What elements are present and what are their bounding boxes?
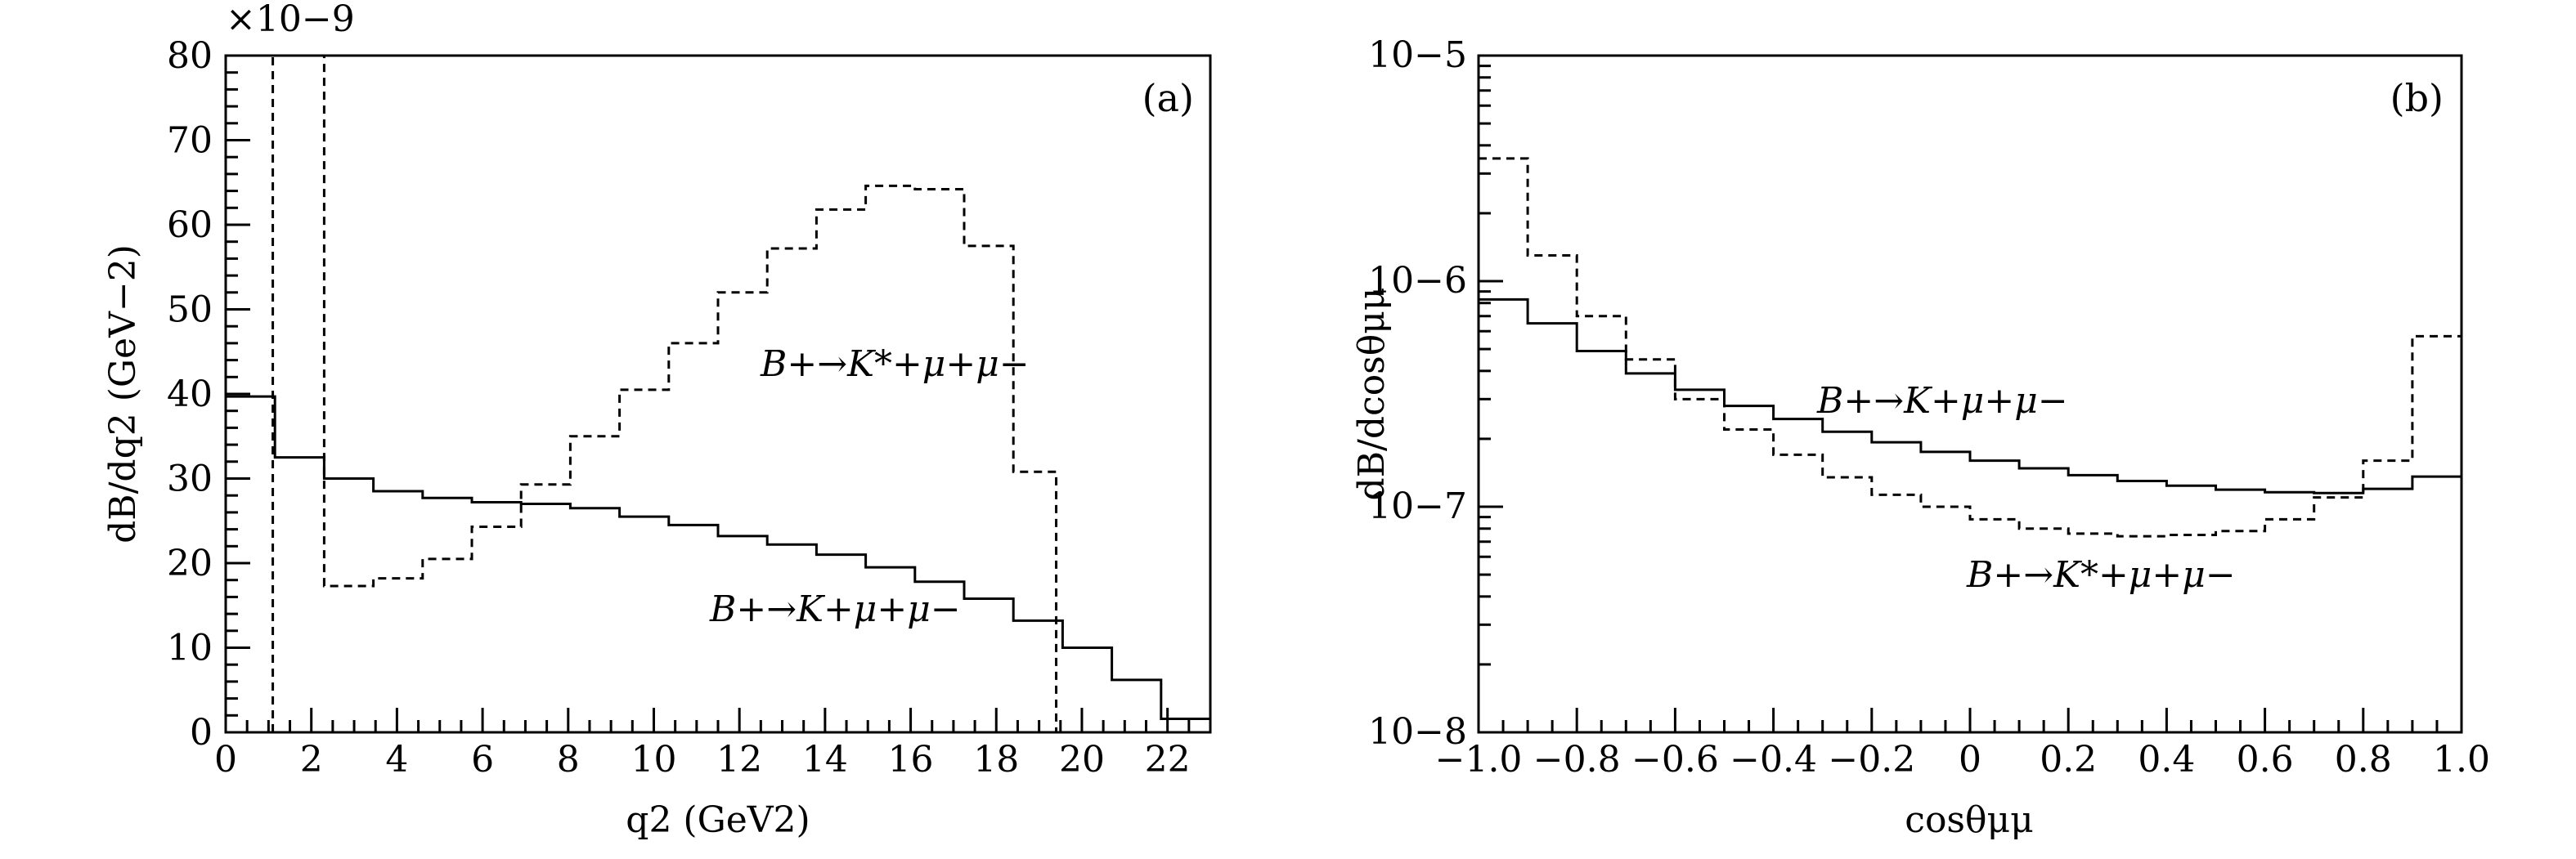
panel-b-series-kstar: [1479, 157, 2462, 538]
panel-b-x-tick-label: −0.8: [1533, 739, 1621, 781]
panel-b-x-tick-label: 0.4: [2138, 739, 2195, 781]
panel-a-y-axis-title: dB/dq2 (GeV−2): [102, 244, 144, 544]
panel-b-x-tick-label: 0: [1959, 739, 1981, 781]
panel-b-x-tick-label: 0.8: [2335, 739, 2392, 781]
panel-b-tick-marks: [1477, 65, 2463, 734]
panel-a-y-tick-label: 30: [167, 459, 213, 500]
panel-a-x-tick-label: 18: [973, 739, 1019, 781]
panel-b-y-axis-title: dB/dcosθμμ: [1351, 288, 1393, 501]
panel-b-annotation-kstar: B+→K*+μ+μ−: [1966, 554, 2236, 596]
panel-b-x-axis-title: cosθμμ: [1905, 799, 2033, 841]
panel-a-y-tick-label: 20: [167, 543, 213, 584]
panel-a-annotation-kstar: B+→K*+μ+μ−: [760, 343, 1030, 385]
panel-b-x-tick-label: −0.4: [1730, 739, 1817, 781]
panel-b-x-tick-label: −0.6: [1631, 739, 1719, 781]
panel-b-annotation-k: B+→K+μ+μ−: [1816, 380, 2068, 422]
panel-b-x-tick-label: 0.2: [2040, 739, 2097, 781]
panel-b-x-tick-label: 0.6: [2237, 739, 2294, 781]
panel-b-label: (b): [2390, 76, 2444, 120]
panel-a-y-tick-label: 10: [167, 628, 213, 669]
panel-a-y-tick-label: 70: [167, 120, 213, 162]
panel-a-tick-marks: [224, 54, 1212, 734]
panel-a-label: (a): [1142, 76, 1194, 120]
panel-a-series-kstar: [272, 54, 1058, 732]
panel-a-exponent-label: ×10−9: [226, 0, 355, 40]
panel-a-y-tick-label: 80: [167, 35, 213, 77]
panel-b-chart: −1.0 −0.8 −0.6 −0.4 −0.2 0 0.2 0.4 0.6 0.8 1.0 10−8…: [1351, 34, 2490, 841]
panel-a-x-tick-label: 8: [557, 739, 580, 781]
panel-a-x-tick-label: 0: [214, 739, 237, 781]
panel-b-x-tick-label: −1.0: [1435, 739, 1523, 781]
panel-a-x-tick-label: 4: [385, 739, 408, 781]
panel-a-annotation-k: B+→K+μ+μ−: [709, 588, 961, 630]
panel-a-x-tick-label: 14: [802, 739, 848, 781]
panel-b-histograms: [1479, 157, 2462, 538]
panel-b-y-tick-label: 10−8: [1368, 711, 1467, 753]
panel-a-chart: 0 2 4 6 8 10 12 14 16 18 20 22 0 10 20 30 40 50 60 70 80 ×10…: [102, 0, 1212, 841]
panel-a-tick-labels: 0 2 4 6 8 10 12 14 16 18 20 22 0 10 20 30 40 50 60 70 80: [167, 35, 1191, 781]
panel-a-x-tick-label: 20: [1059, 739, 1105, 781]
panel-b-x-tick-label: −0.2: [1828, 739, 1915, 781]
panel-a-x-tick-label: 22: [1145, 739, 1191, 781]
panel-a-x-tick-label: 10: [631, 739, 676, 781]
panel-b-x-tick-label: 1.0: [2433, 739, 2490, 781]
panel-a-y-tick-label: 40: [167, 374, 213, 415]
panel-a-y-tick-label: 60: [167, 204, 213, 246]
panel-b-y-tick-label: 10−7: [1368, 485, 1467, 527]
panel-b-tick-labels: −1.0 −0.8 −0.6 −0.4 −0.2 0 0.2 0.4 0.6 0.8 1.0 10−8…: [1368, 34, 2490, 781]
panel-a-x-tick-label: 6: [471, 739, 494, 781]
panel-b-series-k: [1479, 298, 2462, 494]
panel-a-y-tick-label: 0: [190, 712, 213, 754]
panel-b-y-tick-label: 10−6: [1368, 260, 1467, 302]
panel-a-y-tick-label: 50: [167, 289, 213, 331]
panel-b-y-tick-label: 10−5: [1368, 34, 1467, 76]
panel-a-series-k: [226, 395, 1210, 720]
panel-a-x-tick-label: 16: [888, 739, 934, 781]
panel-a-x-tick-label: 12: [716, 739, 762, 781]
panel-a-histograms: [226, 54, 1210, 732]
panel-a-x-tick-label: 2: [300, 739, 323, 781]
panel-a-x-axis-title: q2 (GeV2): [626, 799, 810, 841]
